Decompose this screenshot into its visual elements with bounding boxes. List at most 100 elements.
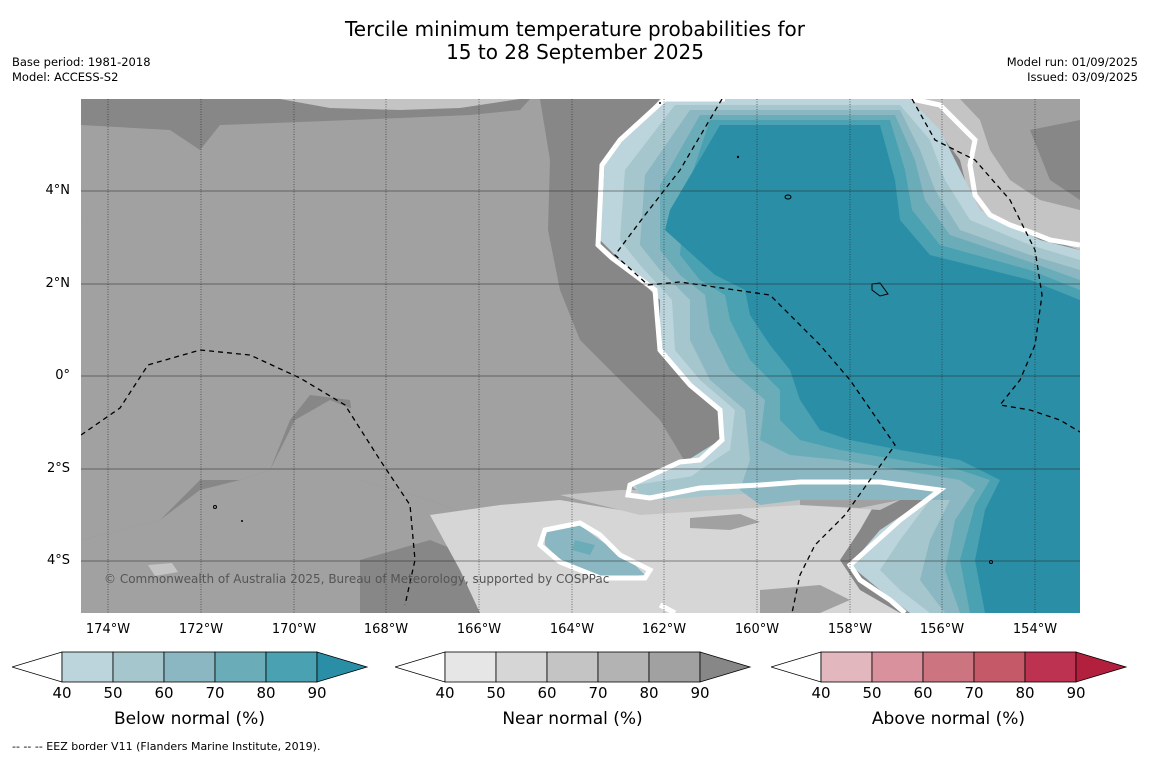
- colorbar-tick-label: 40: [435, 684, 455, 702]
- colorbar-over-triangle: [699, 651, 752, 683]
- colorbar-segment: [265, 651, 318, 683]
- colorbar-segment: [922, 651, 975, 683]
- colorbar-segment: [61, 651, 114, 683]
- colorbar: [12, 651, 369, 683]
- latitude-label: 4°S: [46, 553, 70, 568]
- near-normal-80-patch-c: [760, 585, 850, 613]
- graticule: [81, 99, 1080, 613]
- colorbar-segment: [214, 651, 267, 683]
- longitude-label: 166°W: [456, 622, 502, 637]
- below-normal-60-patch: [545, 525, 645, 578]
- colorbar-segment: [546, 651, 599, 683]
- eez-border-central: [614, 99, 896, 613]
- colorbar-tick-label: 90: [690, 684, 710, 702]
- colorbar-tick-label: 70: [205, 684, 225, 702]
- colorbar-segment: [973, 651, 1026, 683]
- colorbar-tick-label: 70: [964, 684, 984, 702]
- below-normal-70-patch: [572, 540, 595, 555]
- probability-field: [81, 99, 1080, 613]
- base-period: Base period: 1981-2018: [12, 55, 151, 69]
- copyright-notice: © Commonwealth of Australia 2025, Bureau…: [104, 572, 610, 586]
- colorbar-tick-label: 40: [811, 684, 831, 702]
- colorbar-segment: [444, 651, 497, 683]
- colorbar-tick-label: 70: [588, 684, 608, 702]
- colorbar-segment: [1024, 651, 1077, 683]
- eez-border-west: [81, 349, 416, 606]
- colorbar-tick-label: 90: [1066, 684, 1086, 702]
- colorbar-segment: [163, 651, 216, 683]
- colorbar-under-triangle: [395, 651, 446, 683]
- colorbar-segment: [112, 651, 165, 683]
- colorbar-tick-label: 50: [862, 684, 882, 702]
- longitude-label: 154°W: [1012, 622, 1058, 637]
- near-normal-60-top: [280, 99, 520, 110]
- below-normal-40-contour: [595, 99, 947, 613]
- near-normal-60-patch: [148, 563, 178, 576]
- colorbar-tick-label: 50: [486, 684, 506, 702]
- colorbar-tick-label: 60: [913, 684, 933, 702]
- island-e: [989, 560, 993, 564]
- longitude-label: 168°W: [363, 622, 409, 637]
- title-line-1: Tercile minimum temperature probabilitie…: [344, 17, 806, 41]
- near-normal-50-region: [430, 490, 900, 613]
- island-c: [213, 505, 217, 509]
- colorbar-tick-label: 50: [103, 684, 123, 702]
- colorbar-segment: [495, 651, 548, 683]
- eez-border-east: [911, 99, 1080, 433]
- colorbar: [771, 651, 1128, 683]
- colorbar-segment: [648, 651, 701, 683]
- meta-right: Model run: 01/09/2025 Issued: 03/09/2025: [1007, 55, 1138, 85]
- island-kiritimati: [871, 282, 889, 297]
- longitude-label: 172°W: [178, 622, 224, 637]
- longitude-label: 164°W: [549, 622, 595, 637]
- near-normal-90-north: [81, 99, 530, 150]
- colorbar-over-triangle: [316, 651, 369, 683]
- colorbar-segment: [820, 651, 873, 683]
- colorbar-tick-label: 80: [256, 684, 276, 702]
- island-b: [736, 155, 740, 159]
- meta-left: Base period: 1981-2018 Model: ACCESS-S2: [12, 55, 151, 85]
- below-normal-90-region: [665, 125, 1080, 613]
- colorbar-segment: [597, 651, 650, 683]
- latitude-label: 4°N: [45, 183, 71, 198]
- map-title: Tercile minimum temperature probabilitie…: [0, 18, 1150, 64]
- latitude-label: 2°N: [45, 276, 71, 291]
- longitude-label: 170°W: [271, 622, 317, 637]
- longitude-label: 160°W: [734, 622, 780, 637]
- colorbar: [395, 651, 752, 683]
- colorbar-tick-label: 60: [537, 684, 557, 702]
- near-normal-80-west: [81, 218, 165, 300]
- near-normal-40-contour-northeast: [911, 99, 1080, 248]
- colorbar-tick-label: 80: [639, 684, 659, 702]
- colorbar-tick-label: 90: [307, 684, 327, 702]
- issued-date: Issued: 03/09/2025: [1027, 70, 1138, 84]
- latitude-label: 0°: [55, 368, 70, 383]
- longitude-label: 162°W: [641, 622, 687, 637]
- longitude-label: 158°W: [827, 622, 873, 637]
- below-normal-40-contour-patch: [537, 520, 654, 581]
- longitude-label: 156°W: [919, 622, 965, 637]
- island-f: [659, 102, 661, 104]
- near-normal-80-region: [81, 99, 700, 560]
- near-normal-80-patch-b: [690, 514, 760, 530]
- colorbar-tick-label: 80: [1015, 684, 1035, 702]
- eez-footnote: -- -- -- EEZ border V11 (Flanders Marine…: [12, 740, 321, 753]
- colorbar-tick-label: 40: [52, 684, 72, 702]
- colorbar-under-triangle: [771, 651, 822, 683]
- island-d: [241, 520, 243, 522]
- model-run: Model run: 01/09/2025: [1006, 55, 1138, 69]
- colorbar-title: Above normal (%): [871, 709, 1026, 729]
- colorbar-over-triangle: [1075, 651, 1128, 683]
- colorbar-under-triangle: [12, 651, 63, 683]
- longitude-label: 174°W: [85, 622, 131, 637]
- below-normal-50-patch: [635, 475, 740, 495]
- island-a: [784, 194, 792, 200]
- colorbar-segment: [871, 651, 924, 683]
- latitude-label: 2°S: [46, 461, 70, 476]
- near-normal-90-northeast: [1030, 120, 1080, 200]
- below-normal-40-contour-south: [658, 602, 677, 613]
- colorbar-title: Near normal (%): [502, 709, 643, 729]
- colorbar-tick-label: 60: [154, 684, 174, 702]
- colorbar-title: Below normal (%): [114, 709, 265, 729]
